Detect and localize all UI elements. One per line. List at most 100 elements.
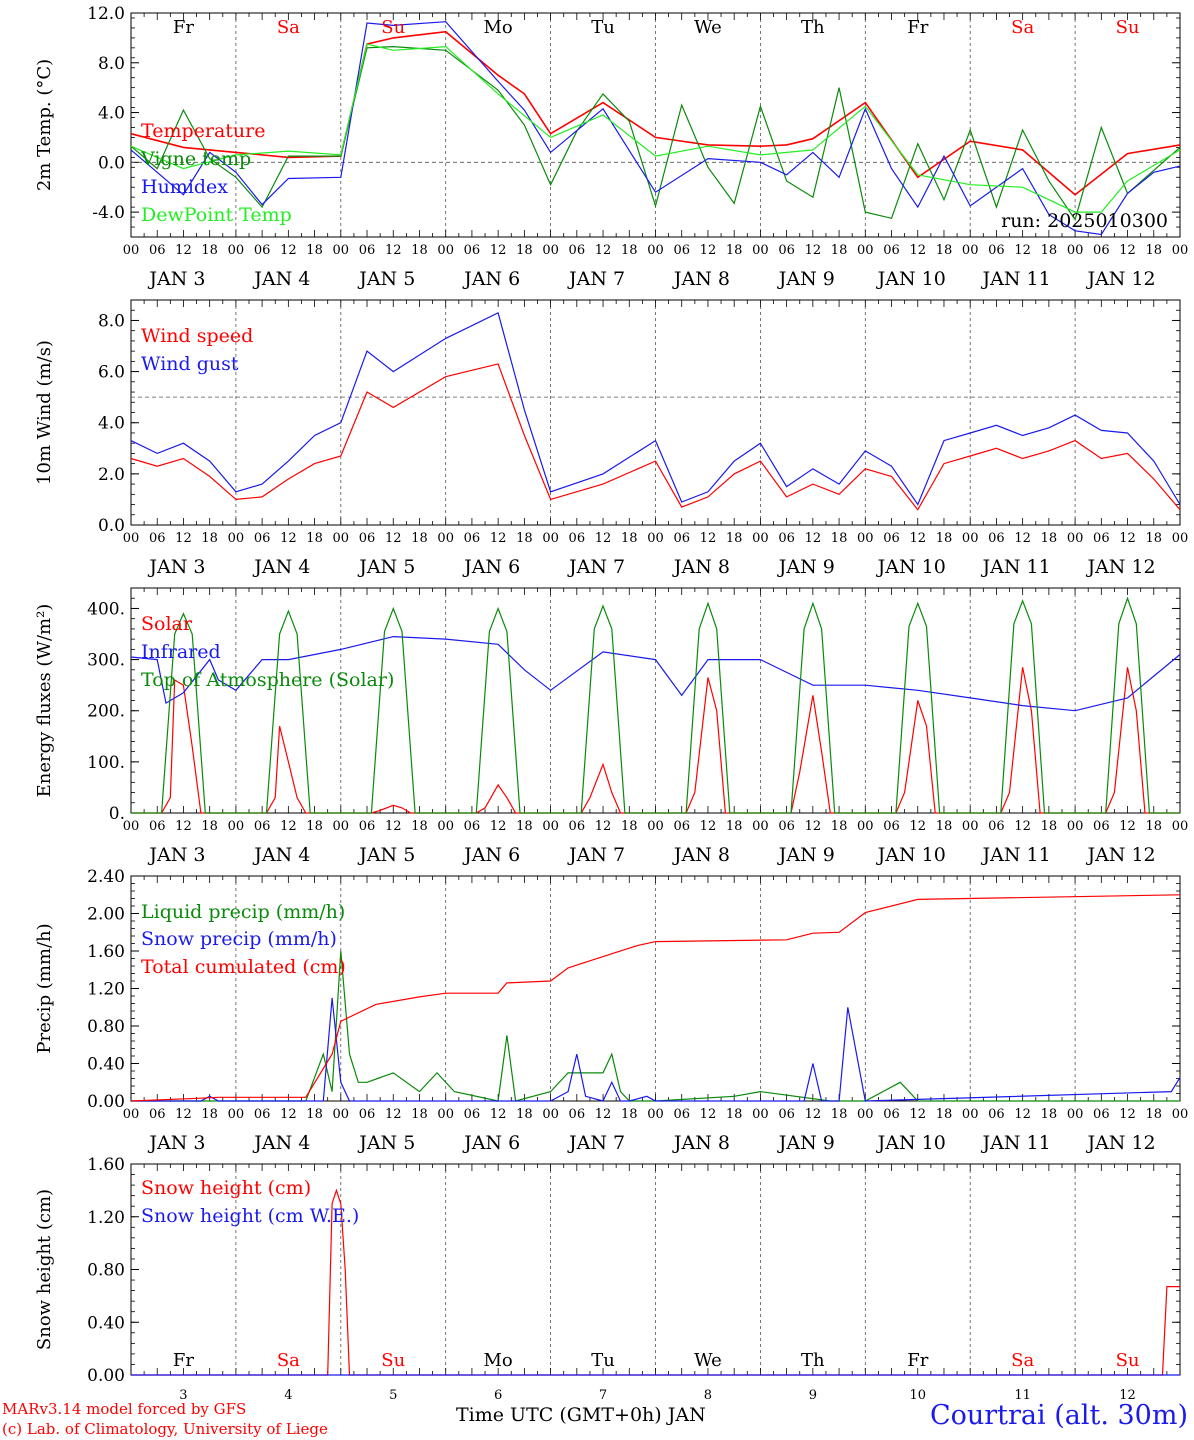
day-number-label: 12 <box>1119 1388 1136 1403</box>
hour-tick-label: 00 <box>1172 243 1189 258</box>
hour-tick-label: 00 <box>437 243 454 258</box>
panel-4 <box>130 875 1181 1102</box>
hour-tick-label: 12 <box>385 819 402 834</box>
day-label: JAN 10 <box>876 844 946 866</box>
hour-tick-label: 06 <box>359 819 376 834</box>
hour-tick-label: 12 <box>280 819 297 834</box>
y-tick-label: 1.20 <box>87 980 125 1000</box>
hour-tick-label: 12 <box>1014 1107 1031 1122</box>
hour-tick-label: 06 <box>883 243 900 258</box>
weekday-label: Fr <box>173 17 194 38</box>
hour-tick-label: 18 <box>411 531 428 546</box>
day-label: JAN 7 <box>567 844 625 866</box>
hour-tick-label: 18 <box>516 531 533 546</box>
weekday-label: Sa <box>1011 17 1034 38</box>
hour-tick-label: 06 <box>673 1107 690 1122</box>
panel-1 <box>130 12 1181 238</box>
hour-tick-label: 06 <box>149 243 166 258</box>
panel-3 <box>130 587 1181 814</box>
day-label: JAN 12 <box>1085 268 1155 290</box>
day-label: JAN 7 <box>567 268 625 290</box>
hour-tick-label: 06 <box>988 531 1005 546</box>
hour-tick-label: 00 <box>542 243 559 258</box>
hour-tick-label: 06 <box>254 531 271 546</box>
weekday-label: Fr <box>173 1350 194 1371</box>
y-tick-label: 2.00 <box>87 905 125 925</box>
hour-tick-label: 00 <box>962 531 979 546</box>
y-tick-label: 8.0 <box>98 311 125 331</box>
hour-tick-label: 18 <box>831 531 848 546</box>
hour-tick-label: 18 <box>831 243 848 258</box>
hour-tick-label: 12 <box>1119 531 1136 546</box>
y-tick-label: 6.0 <box>98 363 125 383</box>
hour-tick-label: 12 <box>805 1107 822 1122</box>
hour-tick-label: 18 <box>936 1107 953 1122</box>
weekday-label: Mo <box>484 17 513 38</box>
y-tick-label: 0.00 <box>87 1366 125 1386</box>
series-line-solar <box>131 667 1180 814</box>
hour-tick-label: 00 <box>437 1107 454 1122</box>
plot-frame <box>130 299 1181 526</box>
hour-tick-label: 06 <box>254 243 271 258</box>
hour-tick-label: 06 <box>569 531 586 546</box>
hour-tick-label: 18 <box>621 819 638 834</box>
hour-tick-label: 06 <box>359 243 376 258</box>
hour-tick-label: 12 <box>490 243 507 258</box>
hour-tick-label: 06 <box>883 531 900 546</box>
hour-tick-label: 18 <box>726 531 743 546</box>
hour-tick-label: 18 <box>936 243 953 258</box>
day-label: JAN 6 <box>462 1132 520 1154</box>
hour-tick-label: 12 <box>909 531 926 546</box>
hour-tick-label: 06 <box>149 531 166 546</box>
hour-tick-label: 00 <box>1067 243 1084 258</box>
hour-tick-label: 12 <box>805 243 822 258</box>
hour-tick-label: 18 <box>1041 531 1058 546</box>
hour-tick-label: 00 <box>333 243 350 258</box>
hour-tick-label: 00 <box>1172 1107 1189 1122</box>
legend-entry: DewPoint Temp <box>141 204 292 226</box>
hour-tick-label: 00 <box>1067 1107 1084 1122</box>
model-credit: MARv3.14 model forced by GFS <box>2 1400 247 1418</box>
day-label: JAN 8 <box>672 1132 730 1154</box>
y-axis-label: 2m Temp. (°C) <box>34 59 55 191</box>
day-number-label: 8 <box>704 1388 712 1403</box>
y-tick-label: 400. <box>87 599 125 619</box>
legend-entry: Snow precip (mm/h) <box>141 928 337 950</box>
hour-tick-label: 12 <box>385 531 402 546</box>
lab-credit: (c) Lab. of Climatology, University of L… <box>2 1420 328 1438</box>
hour-tick-label: 12 <box>1119 1107 1136 1122</box>
hour-tick-label: 12 <box>595 531 612 546</box>
hour-tick-label: 12 <box>700 531 717 546</box>
y-tick-label: 2.40 <box>87 867 125 887</box>
hour-tick-label: 06 <box>359 1107 376 1122</box>
hour-tick-label: 00 <box>752 243 769 258</box>
day-label: JAN 3 <box>147 556 205 578</box>
day-label: JAN 8 <box>672 844 730 866</box>
day-label: JAN 8 <box>672 556 730 578</box>
hour-tick-label: 12 <box>280 531 297 546</box>
weekday-label: Th <box>801 17 825 38</box>
hour-tick-label: 12 <box>385 1107 402 1122</box>
hour-tick-label: 18 <box>516 243 533 258</box>
weekday-label: Su <box>1116 1350 1140 1371</box>
y-tick-label: 4.0 <box>98 104 125 124</box>
y-axis-label: 10m Wind (m/s) <box>34 340 55 485</box>
hour-tick-label: 00 <box>857 243 874 258</box>
hour-tick-label: 12 <box>175 243 192 258</box>
hour-tick-label: 06 <box>1093 531 1110 546</box>
hour-tick-label: 18 <box>936 819 953 834</box>
day-label: JAN 11 <box>981 1132 1051 1154</box>
hour-tick-label: 18 <box>201 1107 218 1122</box>
hour-tick-label: 18 <box>516 819 533 834</box>
hour-tick-label: 12 <box>595 243 612 258</box>
hour-tick-label: 00 <box>542 531 559 546</box>
hour-tick-label: 06 <box>778 531 795 546</box>
hour-tick-label: 00 <box>962 1107 979 1122</box>
weekday-label: Su <box>381 1350 405 1371</box>
day-number-label: 4 <box>284 1388 292 1403</box>
y-tick-label: 0.0 <box>98 153 125 173</box>
hour-tick-label: 00 <box>333 531 350 546</box>
y-tick-label: 1.60 <box>87 942 125 962</box>
day-label: JAN 11 <box>981 268 1051 290</box>
